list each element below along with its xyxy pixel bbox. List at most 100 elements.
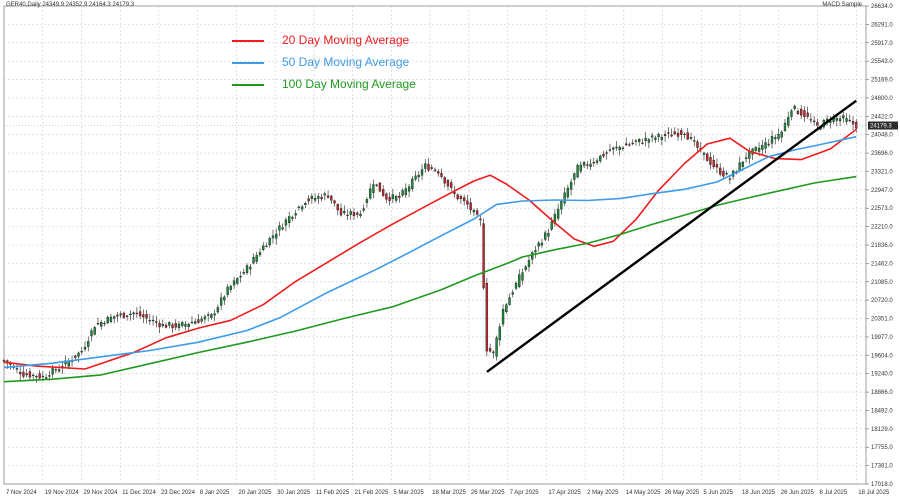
candle-body (420, 169, 424, 176)
candle-body (38, 373, 41, 379)
candle-body (100, 322, 103, 327)
candle-body (673, 131, 676, 135)
candle-body (842, 115, 845, 119)
x-tick-label: 26 May 2025 (665, 490, 700, 496)
candle-body (670, 134, 673, 137)
y-tick-label: 21836.0 (871, 243, 893, 249)
candle-body (106, 317, 109, 324)
candle-body (686, 132, 689, 140)
candle-body (453, 191, 456, 194)
ma100-line (3, 175, 857, 383)
y-tick-label: 21462.0 (871, 261, 893, 267)
candle-body (194, 321, 197, 324)
candle-body (725, 173, 728, 175)
y-tick-label: 25543.0 (871, 59, 893, 65)
candle-body (333, 200, 336, 204)
candle-body (602, 153, 605, 157)
candle-body (475, 210, 479, 215)
candle-body (787, 116, 790, 126)
y-tick-label: 24800.0 (871, 96, 893, 102)
y-tick-label: 23696.0 (871, 151, 893, 157)
candle-body (278, 225, 281, 231)
candle-body (414, 175, 417, 180)
y-tick-label: 20720.0 (871, 298, 893, 304)
candle-body (378, 182, 382, 192)
candle-body (757, 147, 761, 152)
candle-body (223, 296, 226, 301)
candle-body (19, 371, 22, 375)
candle-body (398, 195, 401, 198)
candle-body (531, 252, 534, 260)
candle-body (294, 213, 297, 216)
x-tick-label: 23 Dec 2024 (161, 490, 196, 496)
candle-body (187, 323, 190, 327)
candle-body (790, 110, 793, 117)
x-tick-label: 30 Jan 2025 (277, 490, 311, 496)
candle-body (706, 153, 709, 161)
price-tag-box (868, 121, 898, 130)
candle-body (845, 118, 848, 122)
y-tick-label: 19977.0 (871, 335, 893, 341)
y-tick-label: 26291.0 (871, 22, 893, 28)
y-tick-label: 26634.0 (871, 4, 893, 10)
candle-body (265, 245, 268, 248)
x-tick-label: 2 May 2025 (587, 490, 619, 496)
candle-body (547, 232, 550, 237)
candle-body (809, 119, 813, 121)
y-tick-label: 18866.0 (871, 390, 893, 396)
candle-body (216, 307, 220, 313)
candle-body (744, 157, 748, 159)
candle-body (304, 202, 307, 206)
candle-body (592, 162, 595, 164)
candle-body (712, 159, 715, 168)
candle-body (181, 322, 184, 326)
candle-body (424, 163, 427, 169)
candle-body (780, 131, 783, 138)
candle-body (462, 197, 466, 202)
candle-body (158, 323, 161, 328)
candle-body (391, 194, 395, 199)
candle-body (93, 327, 96, 335)
candle-body (524, 266, 527, 270)
candle-body (709, 157, 712, 165)
candle-body (236, 278, 239, 284)
candle-body (129, 313, 132, 316)
candle-body (482, 223, 485, 289)
x-tick-label: 11 Dec 2024 (122, 490, 156, 496)
candle-body (245, 265, 249, 273)
candle-body (738, 162, 741, 172)
candle-body (57, 369, 61, 372)
candle-body (485, 283, 489, 352)
candle-body (443, 177, 446, 184)
candle-body (511, 292, 514, 295)
y-tick-label: 22947.0 (871, 188, 893, 194)
candle-body (343, 211, 346, 214)
y-tick-label: 18129.0 (871, 427, 893, 433)
candle-body (612, 147, 615, 150)
candle-body (336, 204, 339, 211)
candle-body (803, 110, 806, 118)
symbol-info-header: GER40,Daily 24349.9 24352.9 24164.3 2417… (6, 2, 135, 8)
x-tick-label: 7 Nov 2024 (6, 490, 37, 496)
candle-body (171, 324, 174, 329)
candle-body (142, 314, 145, 318)
candle-body (330, 195, 333, 201)
candle-body (829, 121, 832, 123)
x-tick-label: 18 Jun 2025 (742, 490, 776, 496)
candle-body (527, 260, 531, 267)
trendline (486, 99, 857, 373)
candle-body (521, 272, 524, 281)
x-tick-label: 8 Jan 2025 (200, 490, 230, 496)
candle-body (381, 189, 385, 196)
x-tick-label: 19 Nov 2024 (45, 490, 80, 496)
candle-body (488, 348, 492, 352)
candle-body (550, 221, 553, 230)
candle-body (271, 235, 275, 239)
candle-body (113, 316, 116, 319)
candle-body (77, 352, 80, 357)
y-tick-label: 23321.0 (871, 169, 893, 175)
candle-body (323, 193, 326, 196)
legend-label-ma50: 50 Day Moving Average (282, 55, 410, 69)
x-tick-label: 26 Jun 2025 (781, 490, 815, 496)
candle-body (268, 237, 271, 246)
